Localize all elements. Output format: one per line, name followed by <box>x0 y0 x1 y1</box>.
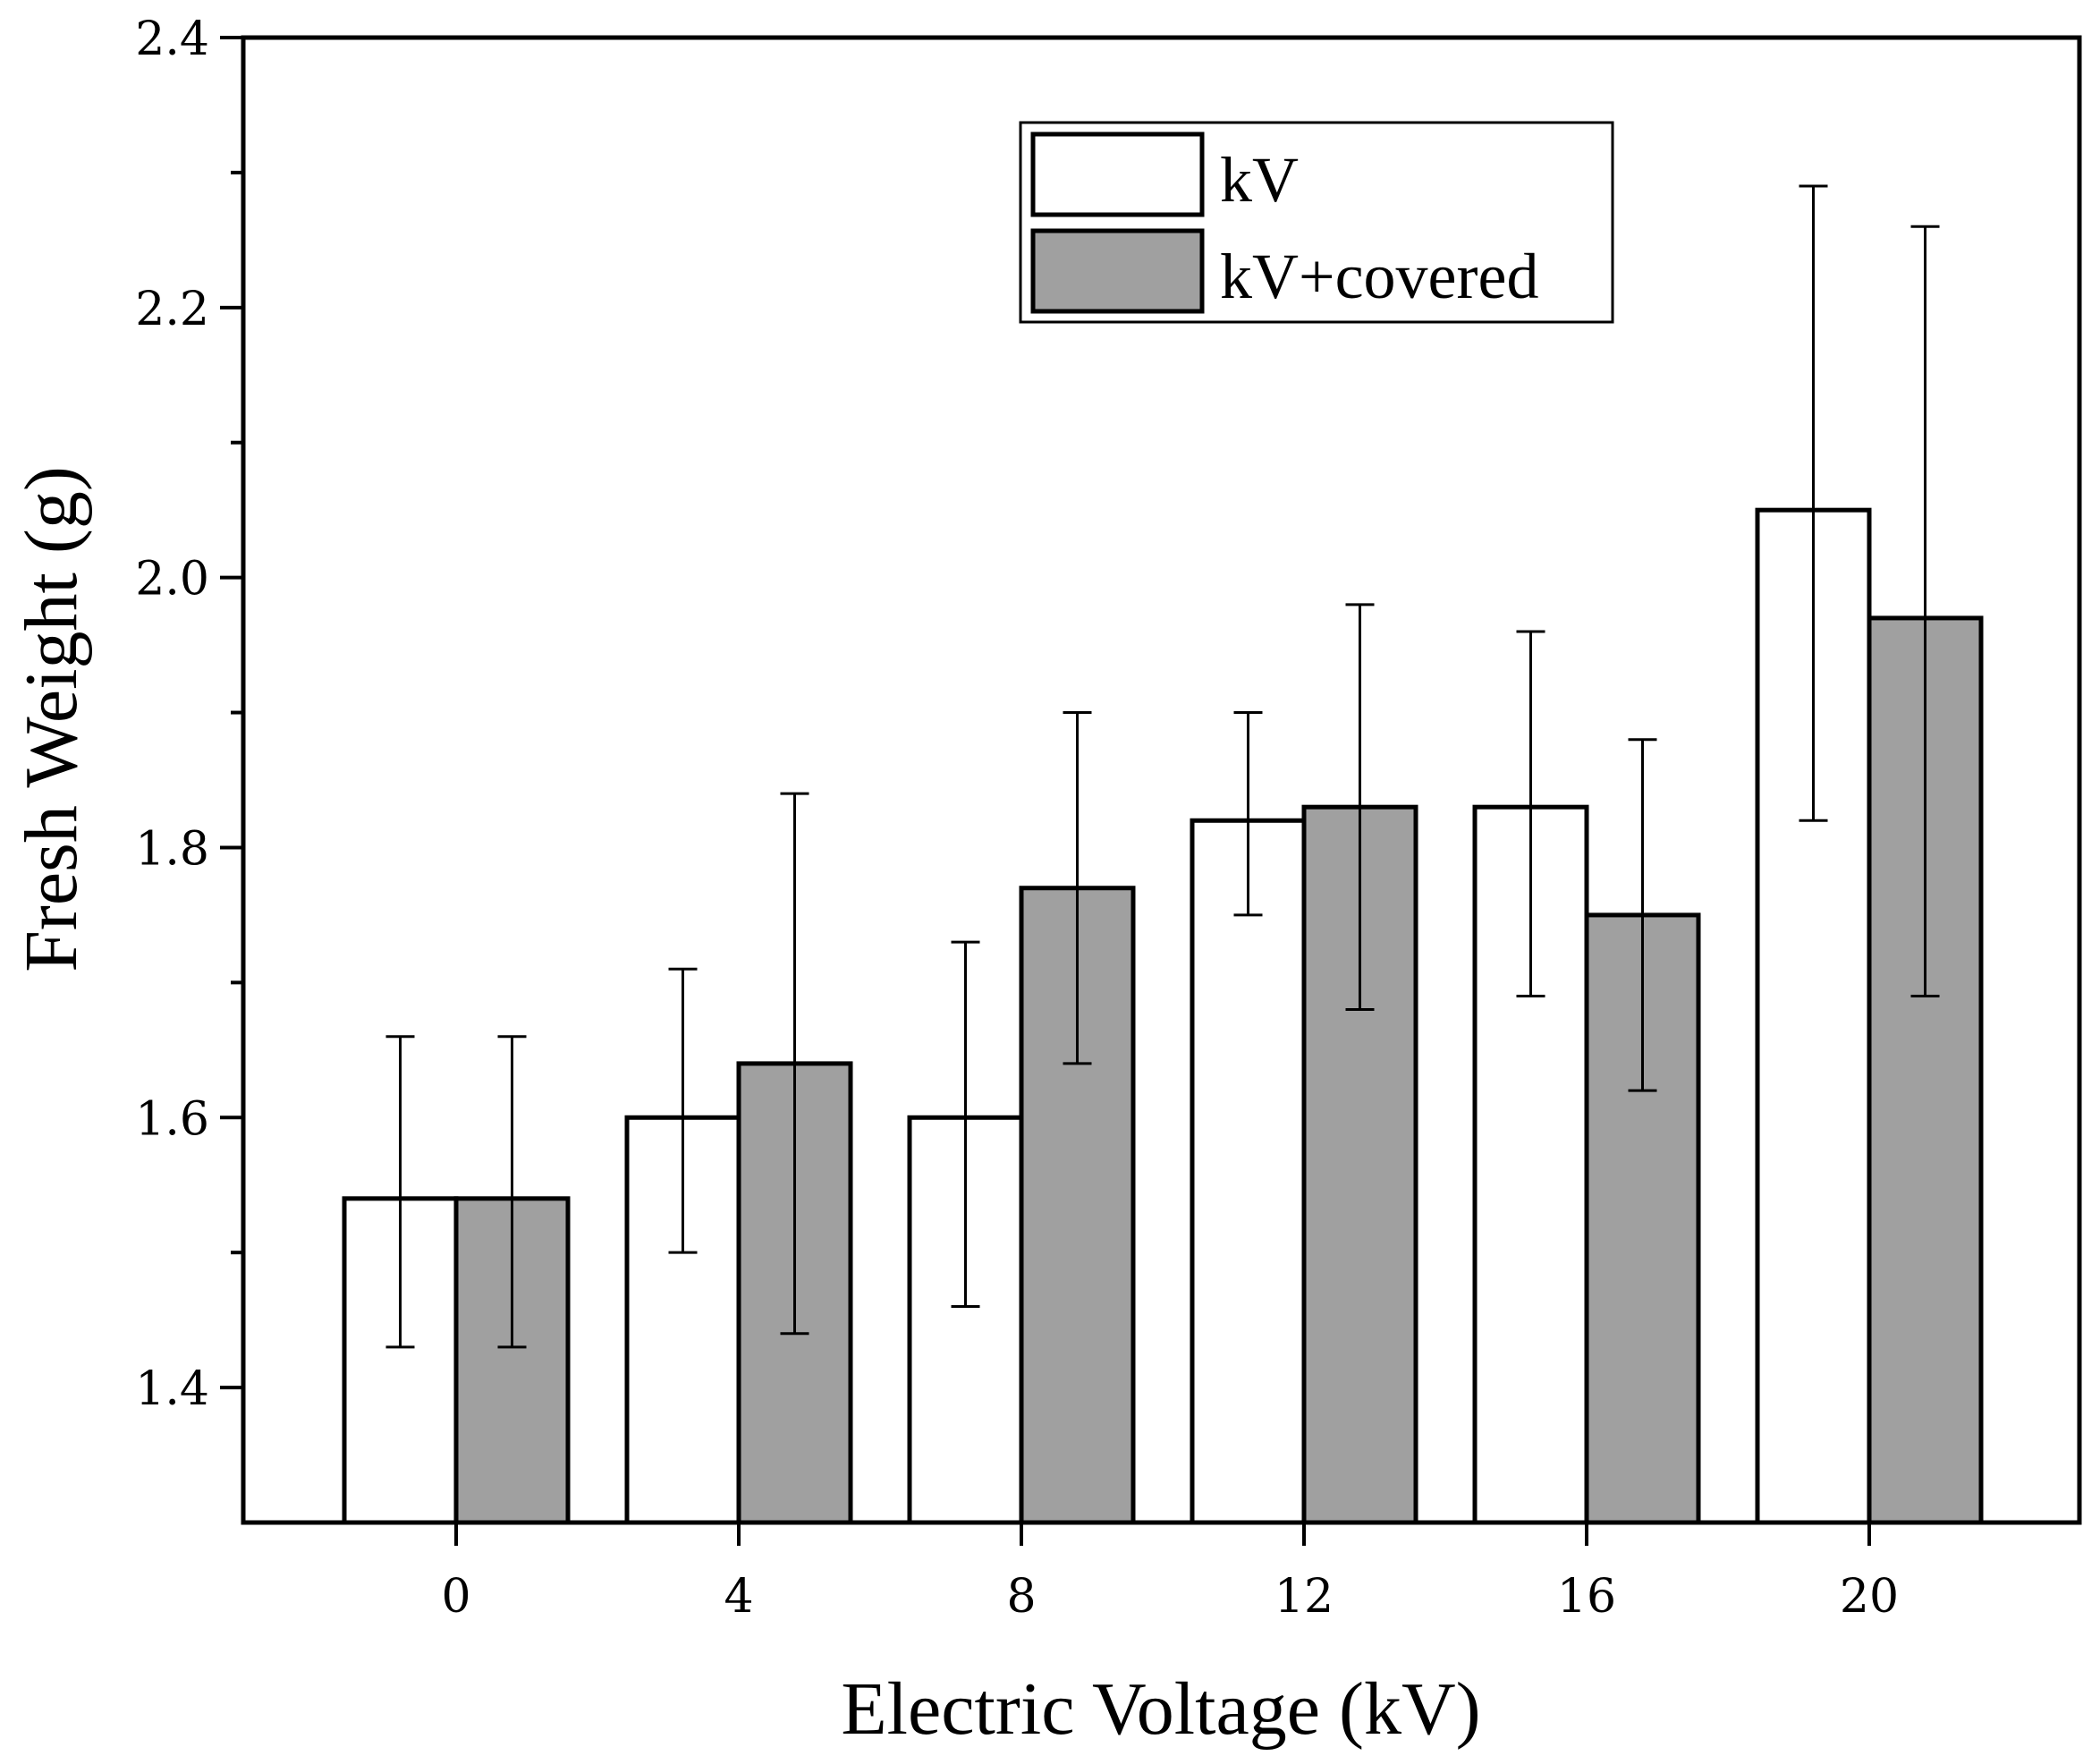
y-tick-label: 1.6 <box>135 1092 209 1146</box>
error-bar-kv-covered-16 <box>1628 738 1657 1092</box>
error-bar-kv-covered-0 <box>497 1035 527 1349</box>
legend-label-kv-covered: kV+covered <box>1220 241 1538 312</box>
axes-layer: 0 4 8 12 16 20 1.4 1.6 1.8 2.0 2.2 2.4 <box>135 13 2082 1624</box>
y-tick-label: 1.8 <box>135 822 209 876</box>
x-tick-label-20: 20 <box>1840 1570 1899 1624</box>
x-tick-label-8: 8 <box>1006 1570 1036 1624</box>
bar-kv-12 <box>1190 818 1307 1525</box>
error-bar-kv-covered-8 <box>1063 711 1092 1065</box>
error-bar-kv-covered-20 <box>1910 225 1940 997</box>
plot-frame <box>241 35 2082 1525</box>
y-tick-label: 2.2 <box>135 283 209 336</box>
x-axis-title: Electric Voltage (kV) <box>841 1667 1480 1751</box>
error-bar-kv-covered-12 <box>1345 603 1375 1012</box>
bars-layer <box>342 184 1984 1525</box>
error-bar-kv-20 <box>1799 184 1828 822</box>
error-bar-kv-16 <box>1516 630 1545 997</box>
x-tick-label-16: 16 <box>1557 1570 1616 1624</box>
error-bar-kv-4 <box>668 967 698 1254</box>
legend: kV kV+covered <box>1019 121 1614 324</box>
error-bar-kv-8 <box>951 940 980 1309</box>
legend-label-kv: kV <box>1220 144 1299 216</box>
legend-swatch-kv <box>1030 131 1205 217</box>
y-tick-label: 2.4 <box>135 13 209 66</box>
legend-swatch-kv-covered <box>1030 228 1205 314</box>
y-tick-label: 2.0 <box>135 553 209 607</box>
y-tick-label: 1.4 <box>135 1362 209 1416</box>
error-bar-kv-0 <box>385 1035 415 1349</box>
x-tick-label-4: 4 <box>724 1570 753 1624</box>
error-bar-kv-covered-4 <box>780 792 809 1336</box>
x-tick-label-0: 0 <box>441 1570 470 1624</box>
y-axis-title: Fresh Weight (g) <box>10 466 93 972</box>
x-tick-label-12: 12 <box>1274 1570 1334 1624</box>
error-bar-kv-12 <box>1233 711 1263 917</box>
